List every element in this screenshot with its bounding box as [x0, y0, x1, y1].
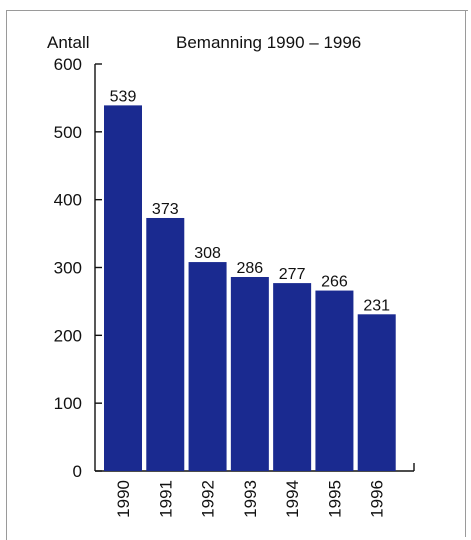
y-tick-label: 300 [54, 259, 82, 278]
bar-value-label: 231 [363, 297, 390, 314]
x-tick-label: 1992 [199, 480, 218, 518]
bar-value-label: 539 [110, 88, 137, 105]
chart-title: Bemanning 1990 – 1996 [176, 33, 361, 52]
x-tick-label: 1993 [241, 480, 260, 518]
y-axis-label: Antall [47, 33, 90, 52]
bar-1992 [188, 262, 227, 471]
bar-1990 [104, 105, 142, 472]
chart-frame [6, 10, 468, 540]
bar-value-label: 373 [152, 201, 179, 218]
frame-right-edge [465, 10, 466, 537]
y-tick-label: 100 [54, 394, 82, 413]
x-tick-label: 1995 [325, 480, 344, 518]
x-tick-label: 1994 [283, 480, 302, 518]
x-tick-label: 1996 [368, 480, 387, 518]
y-tick-label: 0 [73, 462, 82, 481]
bar-value-label: 277 [279, 266, 306, 283]
bar-value-label: 286 [237, 260, 264, 277]
plot-area: 0 100 200 300 400 500 600 539 1990 373 1991 308 1992… [54, 55, 415, 518]
bar-1991 [146, 217, 185, 471]
x-tick-label: 1991 [156, 480, 175, 518]
y-tick-label: 400 [54, 191, 82, 210]
bar-1995 [315, 290, 354, 471]
bar-1994 [273, 283, 312, 471]
x-tick-label: 1990 [114, 480, 133, 518]
y-tick-label: 600 [54, 55, 82, 74]
bar-1993 [230, 276, 269, 471]
y-tick-label: 200 [54, 326, 82, 345]
bar-1996 [357, 314, 396, 471]
bar-value-label: 266 [321, 274, 348, 291]
bar-value-label: 308 [194, 245, 221, 262]
y-tick-label: 500 [54, 123, 82, 142]
